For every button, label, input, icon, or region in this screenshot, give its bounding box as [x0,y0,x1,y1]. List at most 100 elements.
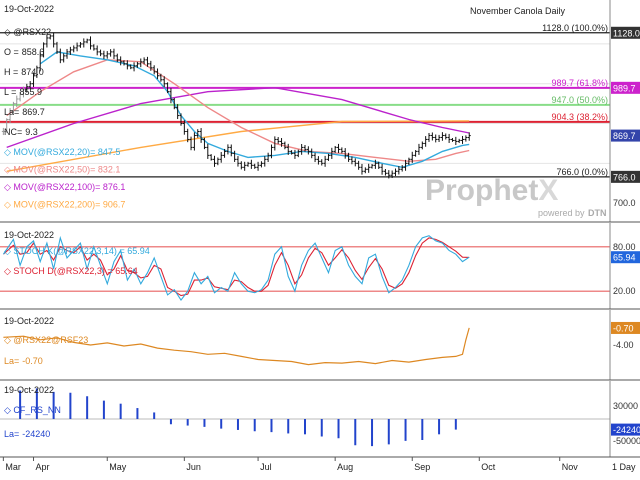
month-label: Oct [481,462,496,472]
watermark-powered: powered by [538,208,585,218]
stoch-k-diamond-icon: ◇ [4,246,13,256]
spread-diamond-icon: ◇ [4,335,13,345]
spread-name: @RSX22@RSF23 [13,335,88,345]
stoch-k-axis-label: 65.94 [613,253,636,263]
cot-tick: 30000 [613,401,638,411]
svg-text:O =858.6: O = 858.6 [4,47,44,57]
cot-bars [0,388,610,447]
svg-text:◇ STOCH D(@RSX22,3) = 65.64: ◇ STOCH D(@RSX22,3) = 65.64 [4,266,138,276]
watermark-brand-a: Prophet [425,174,538,207]
ma-legend-0: ◇ MOV(@RSX22,20)= 847.5 [4,147,120,157]
month-label: Mar [5,462,21,472]
svg-text:L =855.9: L = 855.9 [4,87,42,97]
spread-last-label: La= [4,356,19,366]
stoch-k-name: STOCH K(@RSX22,3,14) [13,246,117,256]
svg-text:La=-0.70: La= -0.70 [4,356,43,366]
spread-tick: -4.00 [613,340,634,350]
open-value: 858.6 [22,47,45,57]
net-change-label: NC= [4,127,22,137]
moving-average-legend: ◇ MOV(@RSX22,20)= 847.5 ◇ MOV(@RSX22,50)=… [4,147,125,210]
cot-axis-label: -24240 [613,425,640,435]
high-value: 874.0 [21,67,44,77]
ma50-line [6,59,470,163]
cot-axis: 30000 -50000-24240 [609,381,640,457]
prophetx-watermark: ProphetX powered by DTN [425,174,607,218]
ma-legend-2: ◇ MOV(@RSX22,100)= 876.1 [4,182,125,192]
fib-label: 989.7 (61.8%) [551,78,608,88]
axis-tick-700: 700.0 [613,198,636,208]
month-label: Sep [414,462,430,472]
ma-legend-1: ◇ MOV(@RSX22,50)= 832.1 [4,165,120,175]
stoch-k-value: 65.94 [127,246,150,256]
ma100-line [6,86,470,149]
spread-date: 19-Oct-2022 [4,316,54,326]
svg-text:◇ CF_RS_NN: ◇ CF_RS_NN [4,405,61,415]
axis-last-label: 869.7 [613,131,636,141]
fib-label: 904.3 (38.2%) [551,112,608,122]
watermark-brand-b: X [538,174,558,207]
price-axis: 1128.0 989.7 869.7 766.0 700.0 [609,0,640,222]
stoch-tick: 80.00 [613,242,636,252]
svg-text:◇ STOCH K(@RSX22,3,14) = 65.94: ◇ STOCH K(@RSX22,3,14) = 65.94 [4,246,150,256]
cot-diamond-icon: ◇ [4,405,13,415]
month-label: Apr [36,462,50,472]
stoch-d-line [3,237,470,297]
svg-text:◇ @RSX22: ◇ @RSX22 [4,27,51,37]
svg-text:La=869.7: La= 869.7 [4,107,45,117]
spread-panel: 19-Oct-2022 ◇ @RSX22@RSF23 La= -0.70 -4.0… [0,310,640,381]
axis-high-label: 1128.0 [613,28,640,38]
spread-last-value: -0.70 [22,356,43,366]
last-label: La= [4,107,19,117]
interval-label: 1 Day [612,462,636,472]
stoch-k-axis-label-badge [611,251,640,264]
axis-fib618-label: 989.7 [613,83,636,93]
axis-fib618-label-badge [611,81,640,94]
ma200-line [6,120,470,172]
open-label: O = [4,47,19,57]
svg-text:ProphetX: ProphetX [425,174,558,207]
axis-low-label-badge [611,170,640,183]
chart-title: November Canola Daily [470,6,566,16]
fib-label: 1128.0 (100.0%) [542,23,608,33]
axis-last-label-badge [611,129,640,142]
svg-text:La=-24240: La= -24240 [4,429,50,439]
stoch-d-value: 65.64 [115,266,138,276]
stoch-tick: 20.00 [613,286,636,296]
price-date: 19-Oct-2022 [4,4,54,14]
date-axis: Mar Apr May Jun Jul Aug Sep Oct Nov [2,457,579,472]
net-change-value: 9.3 [25,127,38,137]
watermark-dtn: DTN [588,208,607,218]
stoch-d-name: STOCH D(@RSX22,3) [13,266,105,276]
symbol-diamond-icon: ◇ [4,27,13,37]
ma-legend-3: ◇ MOV(@RSX22,200)= 906.7 [4,200,125,210]
symbol-label: @RSX22 [13,27,51,37]
spread-axis: -4.00 -0.70 [609,310,640,380]
stoch-k-line [2,235,470,302]
cot-tick: -50000 [613,436,640,446]
month-label: Nov [562,462,579,472]
cot-axis-label-badge [611,423,640,436]
price-bars [1,32,471,179]
stoch-d-diamond-icon: ◇ [4,266,13,276]
month-label: Jun [186,462,201,472]
price-grid [0,43,610,164]
month-label: May [109,462,127,472]
fib-label: 766.0 (0.0%) [556,167,608,177]
stochastic-panel: 19-Oct-2022 ◇ STOCH K(@RSX22,3,14) = 65.… [0,223,640,310]
spread-axis-label: -0.70 [613,323,634,333]
low-label: L = [4,87,16,97]
axis-high-label-badge [611,26,640,39]
cot-last-label: La= [4,429,19,439]
spread-series-line [3,327,470,366]
fibonacci-lines: 1128.0 (100.0%) 989.7 (61.8%) 947.0 (50.0%… [0,23,610,178]
last-value: 869.7 [22,107,45,117]
month-label: Aug [337,462,353,472]
spread-line [3,327,470,366]
price-panel: 1128.0 (100.0%) 989.7 (61.8%) 947.0 (50.0%… [0,0,640,223]
svg-text:NC=9.3: NC= 9.3 [4,127,38,137]
month-label: Jul [260,462,272,472]
cot-last-value: -24240 [22,429,50,439]
high-label: H = [4,67,18,77]
low-value: 855.9 [19,87,42,97]
